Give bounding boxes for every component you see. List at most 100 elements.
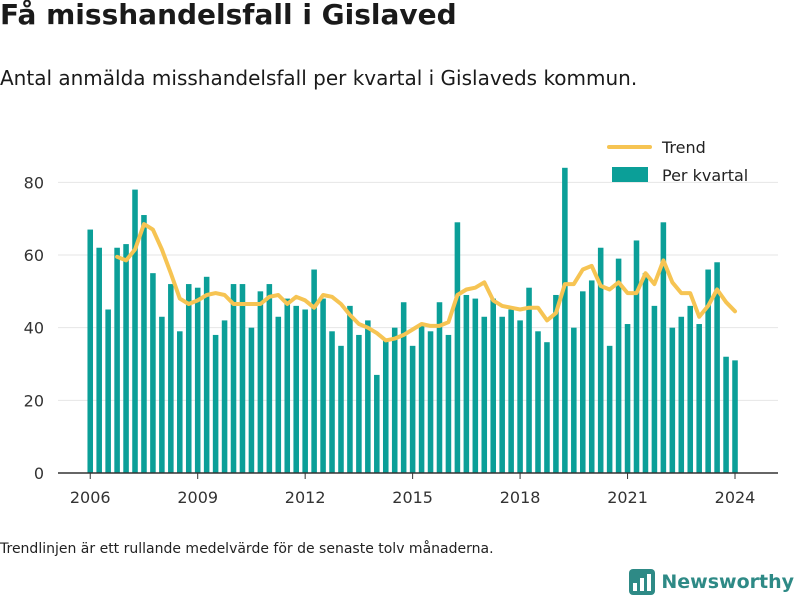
brand-name: Newsworthy — [661, 571, 794, 593]
brand-logo[interactable]: Newsworthy — [629, 569, 794, 595]
bar — [159, 316, 165, 473]
x-tick-label: 2015 — [392, 488, 433, 507]
bar — [678, 316, 685, 473]
bar — [400, 302, 407, 473]
bar — [239, 284, 246, 473]
bar — [338, 345, 344, 473]
axes: 0 20 40 60 80 2006 2009 2012 2015 2018 2021 2024 — [24, 173, 778, 507]
bar — [526, 287, 532, 473]
x-tick-label: 2021 — [607, 488, 648, 507]
bar — [177, 331, 183, 473]
bar — [535, 331, 541, 473]
bar — [669, 327, 676, 473]
bar — [427, 331, 434, 473]
legend-bars-swatch — [612, 167, 648, 182]
bar — [454, 222, 461, 473]
trend-line — [115, 222, 737, 343]
bar — [230, 284, 237, 473]
bar — [96, 247, 102, 473]
page-title: Få misshandelsfall i Gislaved — [0, 0, 457, 31]
y-tick-label: 20 — [24, 391, 44, 410]
bar — [553, 294, 559, 473]
x-tick-label: 2006 — [70, 488, 111, 507]
bar — [347, 305, 353, 473]
bar — [597, 247, 604, 473]
x-tick-label: 2024 — [715, 488, 756, 507]
bar — [168, 284, 174, 473]
bar — [705, 269, 711, 473]
bar — [365, 320, 371, 473]
bar — [150, 273, 156, 473]
bar — [499, 316, 505, 473]
bar — [642, 273, 649, 473]
bar — [302, 309, 308, 473]
bar — [391, 327, 398, 473]
bar — [544, 342, 550, 473]
y-tick-label: 0 — [34, 464, 44, 483]
bar — [257, 291, 264, 473]
bar — [105, 309, 111, 473]
bar — [266, 284, 273, 473]
y-tick-label: 60 — [24, 246, 44, 265]
bar — [588, 280, 595, 473]
bar — [633, 240, 640, 473]
page-subtitle: Antal anmälda misshandelsfall per kvarta… — [0, 66, 638, 90]
bar — [571, 327, 577, 473]
newsworthy-logo-icon — [629, 569, 656, 595]
bar — [132, 189, 138, 473]
footnote: Trendlinjen är ett rullande medelvärde f… — [0, 541, 494, 557]
bar — [508, 309, 514, 473]
bar — [194, 287, 201, 473]
x-tick-label: 2012 — [285, 488, 326, 507]
bar — [606, 345, 613, 473]
bar — [651, 305, 658, 473]
bar — [714, 262, 720, 473]
bar-series — [87, 167, 738, 474]
legend: Trend Per kvartal — [607, 138, 748, 185]
bar — [275, 316, 282, 473]
x-tick-label: 2009 — [177, 488, 218, 507]
bar — [409, 345, 416, 473]
bar — [696, 324, 702, 473]
bar — [472, 298, 479, 473]
legend-trend-label: Trend — [661, 138, 706, 157]
bar — [481, 316, 488, 473]
bar — [203, 276, 210, 473]
bar — [221, 320, 228, 473]
bar — [212, 334, 219, 473]
bar — [418, 324, 425, 473]
bar — [463, 294, 470, 473]
bar — [445, 334, 452, 473]
bar — [141, 215, 147, 474]
bar — [185, 284, 192, 473]
bar — [624, 324, 631, 473]
bar — [517, 320, 523, 473]
bar — [615, 258, 622, 473]
bar — [723, 356, 729, 473]
bar — [87, 229, 94, 473]
bar — [382, 338, 389, 473]
y-tick-label: 80 — [24, 173, 44, 192]
bar — [311, 269, 317, 473]
trend-series — [115, 222, 737, 343]
y-tick-label: 40 — [24, 319, 44, 338]
bar — [320, 298, 326, 473]
bar — [660, 222, 667, 473]
bar — [562, 167, 568, 474]
bar — [293, 305, 299, 473]
bar — [329, 331, 335, 473]
bar — [356, 334, 362, 473]
bar — [123, 244, 129, 473]
bar — [490, 298, 496, 473]
bar — [248, 327, 255, 473]
x-tick-label: 2018 — [500, 488, 541, 507]
bar — [687, 305, 694, 473]
bar — [732, 360, 738, 473]
chart: 0 20 40 60 80 2006 2009 2012 2015 2018 2021 2024 Tr… — [24, 138, 778, 507]
bar — [284, 298, 291, 473]
bar — [436, 302, 443, 473]
bar — [114, 247, 120, 473]
bar — [580, 291, 586, 473]
legend-bars-label: Per kvartal — [662, 166, 748, 185]
bar — [374, 374, 380, 473]
